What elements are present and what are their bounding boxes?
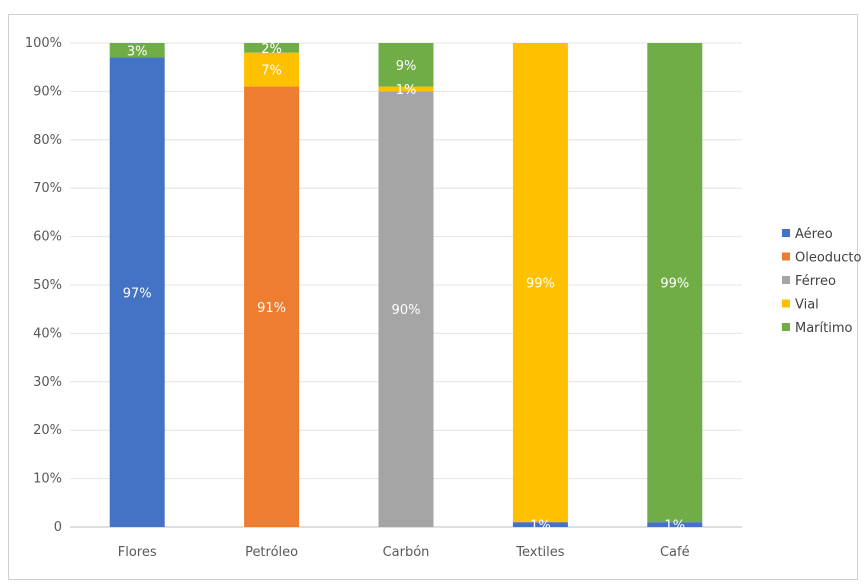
y-tick-label: 10% — [33, 472, 62, 487]
data-label: 9% — [396, 59, 417, 74]
legend-swatch — [782, 276, 790, 284]
data-label: 97% — [123, 286, 152, 301]
bar-segment — [244, 43, 300, 53]
data-label: 99% — [660, 277, 689, 292]
legend-label: Férreo — [795, 274, 836, 289]
x-tick-label: Carbón — [383, 545, 430, 560]
y-tick-label: 40% — [33, 326, 62, 341]
legend-label: Vial — [795, 298, 819, 313]
data-label: 1% — [664, 519, 685, 534]
y-tick-label: 90% — [33, 84, 62, 99]
bar-segment — [512, 522, 568, 527]
y-tick-label: 80% — [33, 133, 62, 148]
data-label: 90% — [392, 303, 421, 318]
data-label: 3% — [127, 44, 148, 59]
bar-segment — [378, 91, 434, 528]
bar-segment — [378, 43, 434, 87]
legend: Aéreo Oleoducto Férreo Vial Marítimo — [782, 227, 862, 336]
legend-swatch — [782, 252, 790, 261]
x-tick-label: Flores — [118, 545, 157, 560]
legend-swatch — [782, 299, 790, 308]
bar-segment — [512, 43, 568, 523]
y-tick-label: 30% — [33, 375, 62, 390]
bar-segment — [647, 43, 703, 523]
chart-frame — [8, 14, 858, 580]
y-tick-label: 50% — [33, 278, 62, 293]
data-label: 1% — [396, 83, 417, 98]
legend-swatch — [782, 229, 790, 237]
data-label: 7% — [261, 64, 282, 79]
y-tick-label: 0 — [54, 520, 62, 535]
y-tick-label: 60% — [33, 230, 62, 245]
x-tick-label: Textiles — [515, 545, 565, 560]
data-label: 1% — [530, 519, 551, 534]
bar-segment — [109, 43, 165, 58]
legend-label: Marítimo — [795, 321, 853, 336]
y-tick-label: 20% — [33, 423, 62, 438]
x-tick-label: Petróleo — [245, 545, 298, 560]
legend-label: Aéreo — [795, 227, 833, 242]
data-label: 2% — [261, 42, 282, 57]
bar-segment — [378, 86, 434, 92]
y-axis: 0 10% 20% 30% 40% 50% 60% 70% 80% 90% 100% — [25, 36, 62, 535]
bar-segment — [244, 86, 300, 527]
bar-segment — [244, 52, 300, 87]
y-tick-label: 100% — [25, 36, 62, 51]
bar-segment — [109, 57, 165, 528]
bar-segment — [647, 522, 703, 527]
x-axis: Flores Petróleo Carbón Textiles Café — [118, 545, 690, 560]
data-labels: 97% 3% 91% 7% 2% 90% 1% 9% 1% 99% 1% 99% — [123, 42, 690, 534]
data-label: 99% — [526, 277, 555, 292]
data-label: 91% — [257, 301, 286, 316]
legend-swatch — [782, 323, 790, 331]
legend-label: Oleoducto — [795, 251, 862, 266]
x-tick-label: Café — [660, 545, 690, 560]
y-tick-label: 70% — [33, 181, 62, 196]
bars — [109, 43, 703, 528]
